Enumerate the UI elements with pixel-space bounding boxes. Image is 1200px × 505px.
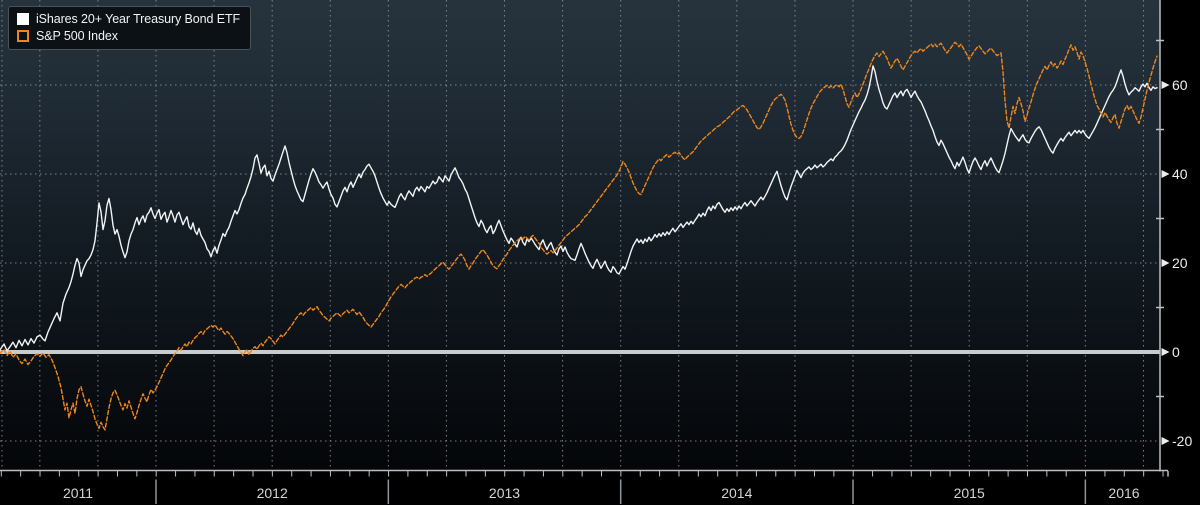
x-axis-year-label: 2011 (63, 485, 93, 501)
y-axis-label: 20 (1172, 255, 1188, 271)
series-path (0, 65, 1158, 352)
sp500-swatch-icon (17, 30, 29, 42)
legend-item-treasury[interactable]: iShares 20+ Year Treasury Bond ETF (17, 12, 240, 26)
x-axis: 2011 2012 2013 2014 2015 2016 (0, 469, 1169, 504)
x-axis-year-label: 2012 (257, 485, 288, 501)
y-tick-arrow-icon (1161, 81, 1170, 89)
treasury-swatch-icon (17, 13, 29, 25)
y-tick-arrow-icon (1161, 170, 1170, 178)
legend-label-sp500: S&P 500 Index (36, 29, 118, 43)
chart-legend: iShares 20+ Year Treasury Bond ETF S&P 5… (8, 6, 252, 50)
y-axis-label: -20 (1172, 433, 1192, 449)
y-axis-label: 0 (1172, 344, 1180, 360)
y-axis-label: 60 (1172, 77, 1188, 93)
x-axis-year-label: 2015 (954, 485, 985, 501)
x-axis-year-label: 2014 (721, 485, 752, 501)
x-axis-year-label: 2013 (489, 485, 520, 501)
plot-background[interactable] (0, 0, 1160, 471)
series-path (0, 41, 1158, 431)
y-tick-arrow-icon (1161, 437, 1170, 445)
series-treasury-line (0, 65, 1158, 352)
y-axis: 60 40 20 0 -20 (1156, 0, 1192, 472)
y-tick-arrow-icon (1161, 259, 1170, 267)
legend-label-treasury: iShares 20+ Year Treasury Bond ETF (36, 12, 241, 26)
x-axis-year-label: 2016 (1108, 485, 1139, 501)
series-sp500-line (0, 41, 1158, 431)
legend-item-sp500[interactable]: S&P 500 Index (17, 29, 240, 43)
y-tick-arrow-icon (1161, 348, 1170, 356)
y-axis-label: 40 (1172, 166, 1188, 182)
